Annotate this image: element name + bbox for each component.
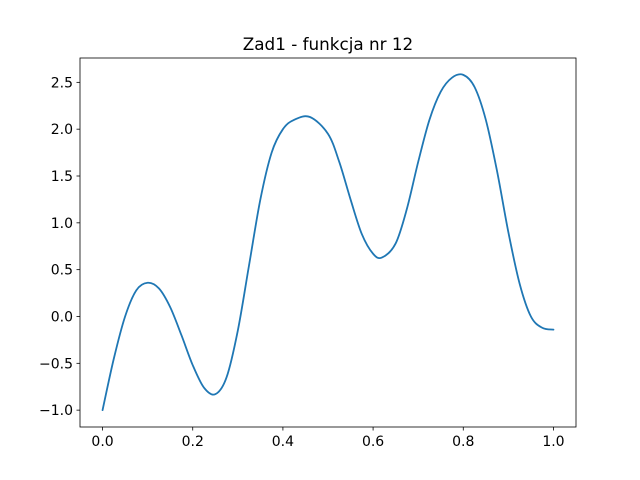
y-tick-label: 2.0 — [51, 122, 73, 138]
data-series-line — [101, 73, 555, 412]
chart-title: Zad1 - funkcja nr 12 — [243, 34, 413, 54]
x-axis: 0.0 0.2 0.4 0.6 0.8 1.0 — [91, 427, 565, 450]
x-tick-label: 0.8 — [452, 434, 474, 450]
x-tick-label: 0.6 — [362, 434, 384, 450]
y-tick-label: 0.5 — [51, 263, 73, 279]
x-tick-label: 0.2 — [182, 434, 204, 450]
axes-frame — [79, 57, 577, 428]
y-axis: −1.0 −0.5 0.0 0.5 1.0 1.5 2.0 2.5 — [39, 75, 80, 419]
y-tick-label: −0.5 — [39, 356, 73, 372]
x-tick-label: 0.4 — [272, 434, 294, 450]
y-tick-label: 1.5 — [51, 169, 73, 185]
x-tick-label: 1.0 — [542, 434, 564, 450]
y-tick-label: 1.0 — [51, 216, 73, 232]
y-tick-label: 2.5 — [51, 75, 73, 91]
y-tick-label: −1.0 — [39, 403, 73, 419]
x-tick-label: 0.0 — [91, 434, 113, 450]
y-tick-label: 0.0 — [51, 309, 73, 325]
